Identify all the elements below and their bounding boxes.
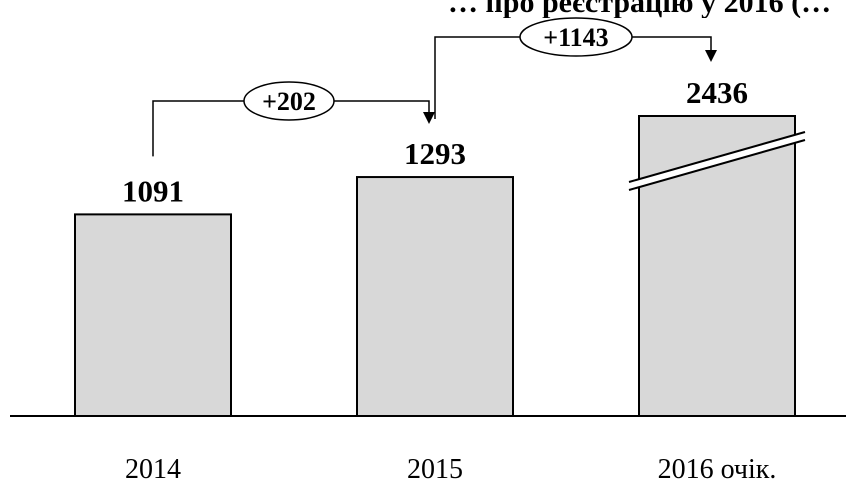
axis-break-line (628, 131, 806, 183)
bars-layer (74, 115, 806, 417)
bar-2014 (74, 213, 232, 417)
increment-arrowhead (705, 50, 717, 62)
increment-connector: +1143 (434, 17, 717, 120)
bar-2015 (356, 176, 514, 417)
increment-connectors: +202 +1143 (152, 17, 717, 157)
increment-oval (243, 81, 335, 121)
x-tick-label-2014: 2014 (125, 454, 181, 482)
increment-arrowhead (423, 112, 435, 125)
increment-label: +202 (262, 87, 316, 116)
value-label-2015: 1293 (404, 136, 466, 171)
chart-title: … про реєстрацію у 2016 (… (448, 0, 832, 18)
increment-oval (519, 17, 633, 57)
value-label-2014: 1091 (122, 173, 184, 208)
increment-label: +1143 (543, 23, 608, 52)
increment-connector: +202 (152, 81, 435, 157)
axis-break-line (628, 139, 806, 191)
axis-break-band (629, 132, 805, 190)
value-label-2016: 2436 (686, 75, 748, 110)
x-tick-label-2016: 2016 очік. (658, 454, 777, 482)
x-tick-label-2015: 2015 (407, 454, 463, 482)
labels-layer: 1091 2014 1293 2015 2436 2016 очік. (122, 75, 776, 482)
